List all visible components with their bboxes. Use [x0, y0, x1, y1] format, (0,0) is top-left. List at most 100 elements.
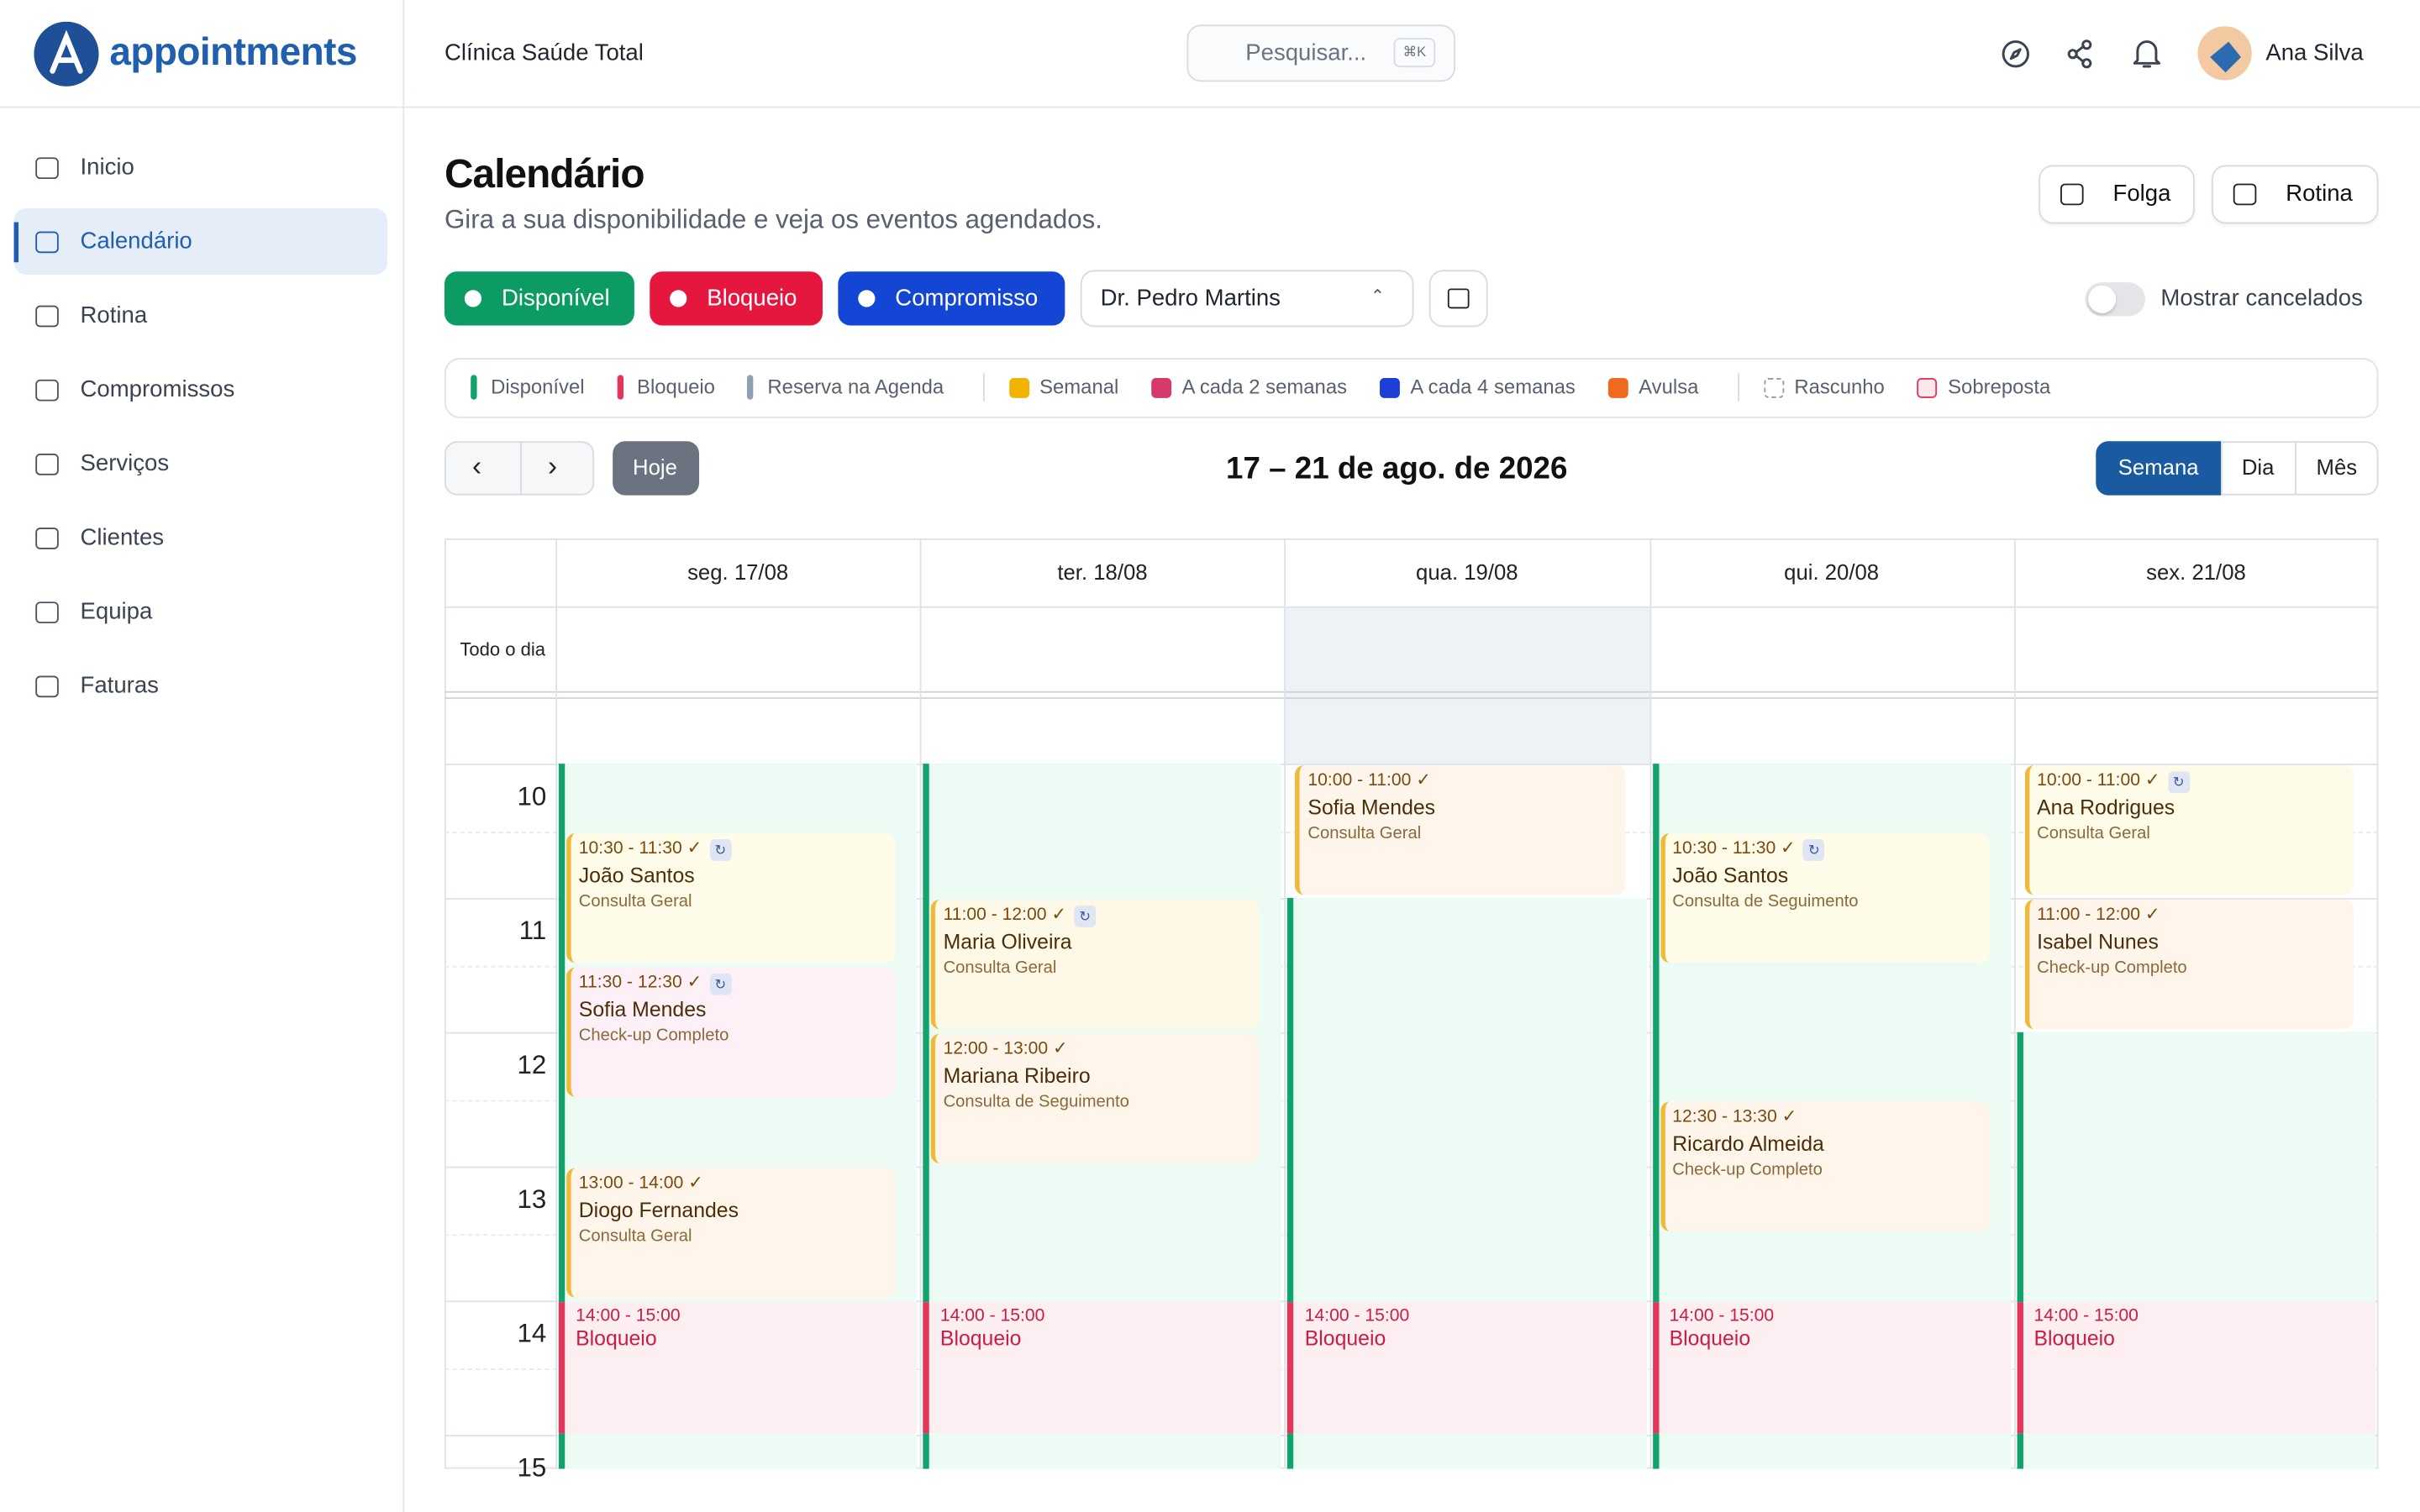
date-icon [1447, 288, 1470, 309]
date-picker-button[interactable] [1428, 270, 1488, 328]
block-event[interactable] [558, 1302, 918, 1434]
nav-item[interactable]: Clientes [80, 524, 165, 551]
legend-swatch [1008, 378, 1029, 398]
compass-icon[interactable] [2000, 39, 2031, 70]
hour-label: 13 [517, 1184, 547, 1215]
legend-label: A cada 4 semanas [1410, 375, 1576, 399]
nav-icon [35, 454, 59, 475]
divider [2013, 538, 2016, 1469]
nav-icon [35, 601, 59, 624]
prev[interactable]: ‹ [472, 450, 482, 482]
view-option[interactable]: Semana [2118, 454, 2199, 480]
legend-label: Sobreposta [1948, 375, 2051, 399]
nav-item[interactable]: Serviços [80, 450, 170, 477]
hour-label: 12 [517, 1050, 547, 1080]
block-event[interactable] [923, 1302, 1282, 1434]
block-bar [2017, 1302, 2023, 1434]
nav-icon [35, 157, 59, 180]
event[interactable] [1295, 765, 1625, 895]
divider [2295, 441, 2297, 496]
event-time: 10:00 - 11:00 ✓ [1307, 771, 1431, 790]
block-label: Bloqueio [1304, 1326, 1386, 1350]
block-time: 14:00 - 15:00 [2033, 1306, 2139, 1326]
bell-icon[interactable] [2132, 37, 2163, 71]
availability-bar [558, 764, 566, 1469]
divider [1284, 538, 1286, 1469]
event-service: Consulta de Seguimento [1672, 891, 1859, 911]
block-time: 14:00 - 15:00 [1669, 1306, 1775, 1326]
all-day-label: Todo o dia [460, 638, 546, 660]
availability-bar [2017, 1032, 2023, 1469]
divider [2221, 441, 2223, 496]
divider [13, 222, 19, 263]
block-label: Bloqueio [1669, 1326, 1751, 1350]
event[interactable] [566, 1168, 896, 1298]
event-service: Consulta Geral [578, 891, 692, 911]
legend-swatch [1763, 378, 1784, 398]
block-label: Bloqueio [2033, 1326, 2115, 1350]
day-header: qua. 19/08 [1416, 559, 1518, 585]
event-time: 11:30 - 12:30 ✓ [578, 973, 702, 992]
search-box[interactable] [1186, 24, 1456, 82]
event-service: Consulta Geral [2037, 824, 2150, 843]
nav-item[interactable]: Calendário [80, 228, 192, 255]
recurring-badge: ↻ [1074, 906, 1096, 927]
event-service: Check-up Completo [2037, 958, 2187, 978]
event-service: Check-up Completo [578, 1026, 729, 1045]
event-name: Ana Rodrigues [2037, 795, 2175, 820]
block-time: 14:00 - 15:00 [1304, 1306, 1410, 1326]
event-time: 12:00 - 13:00 ✓ [943, 1040, 1068, 1059]
professional-select[interactable] [1080, 270, 1414, 328]
event-name: Diogo Fernandes [578, 1198, 739, 1222]
nav-item[interactable]: Inicio [80, 154, 134, 181]
legend-label: Semanal [1039, 375, 1119, 399]
view-option[interactable]: Mês [2316, 454, 2358, 480]
search-placeholder: Pesquisar... [1245, 39, 1367, 66]
nav-item[interactable]: Equipa [80, 598, 153, 625]
action-button[interactable] [2212, 165, 2379, 224]
recurring-badge: ↻ [709, 838, 732, 860]
nav-icon [35, 379, 59, 402]
block-bar [1287, 1302, 1294, 1434]
divider [555, 538, 558, 1469]
event[interactable] [1660, 832, 1990, 963]
view-active [2096, 441, 2222, 496]
filter-chip[interactable] [838, 271, 1065, 326]
action-icon [2233, 183, 2257, 206]
event-name: Isabel Nunes [2037, 930, 2159, 953]
day-header: ter. 18/08 [1057, 559, 1148, 585]
nav-item[interactable]: Rotina [80, 302, 148, 329]
event[interactable] [2024, 899, 2354, 1030]
toggle-knob [2088, 285, 2117, 313]
divider [1737, 373, 1739, 402]
legend-swatch [1607, 378, 1628, 398]
view-option[interactable]: Dia [2241, 454, 2275, 480]
legend-label: A cada 2 semanas [1181, 375, 1348, 399]
avatar[interactable] [2197, 26, 2252, 81]
event-name: Mariana Ribeiro [943, 1064, 1091, 1088]
nav-item[interactable]: Faturas [80, 672, 159, 700]
event-name: João Santos [1672, 863, 1789, 887]
next[interactable]: › [548, 450, 558, 482]
event[interactable] [1660, 1100, 1990, 1231]
action-button[interactable] [2039, 165, 2195, 224]
hour-label: 14 [517, 1319, 547, 1348]
recurring-badge: ↻ [709, 973, 732, 995]
event[interactable] [930, 1033, 1260, 1163]
page-subtitle: Gira a sua disponibilidade e veja os eve… [444, 204, 1102, 234]
block-event[interactable] [1287, 1302, 1647, 1434]
block-event[interactable] [2017, 1302, 2375, 1434]
prev-next[interactable] [444, 441, 595, 496]
recurring-badge: ↻ [1802, 838, 1825, 860]
block-time: 14:00 - 15:00 [576, 1306, 681, 1326]
block-event[interactable] [1652, 1302, 2011, 1434]
share-icon[interactable] [2065, 39, 2096, 70]
event-service: Consulta Geral [1307, 824, 1422, 843]
today-button[interactable] [613, 441, 700, 496]
nav-item[interactable]: Compromissos [80, 376, 235, 403]
legend-label: Avulsa [1639, 375, 1699, 399]
toggle-label: Mostrar cancelados [2160, 285, 2363, 312]
block-bar [1652, 1302, 1659, 1434]
block-bar [923, 1302, 930, 1434]
